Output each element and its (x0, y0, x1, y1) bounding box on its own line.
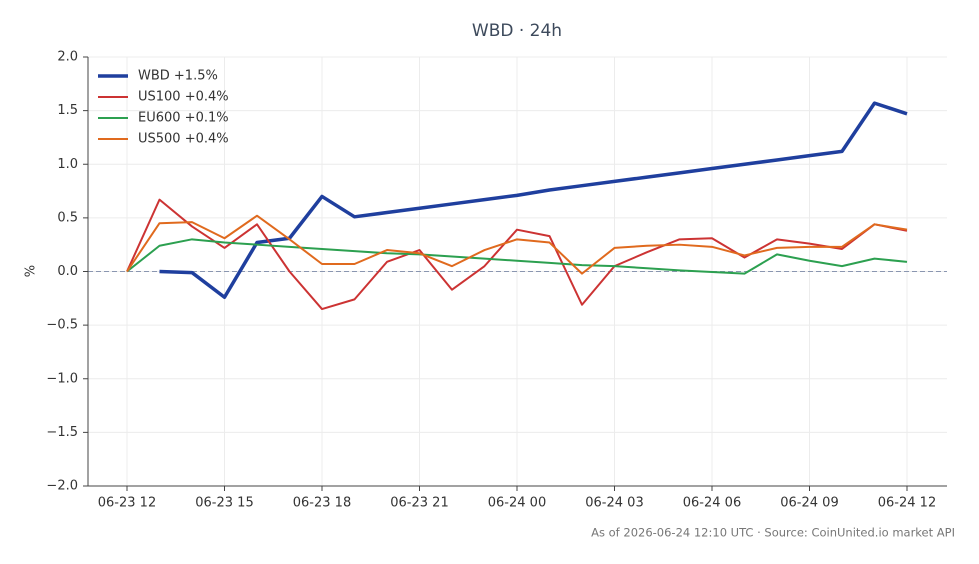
legend-label: US500 +0.4% (138, 132, 229, 147)
y-tick-label: 0.5 (57, 210, 78, 225)
x-tick-label: 06-24 03 (585, 496, 643, 511)
x-tick-label: 06-23 21 (390, 496, 448, 511)
legend-label: US100 +0.4% (138, 90, 229, 105)
x-tick-label: 06-24 09 (780, 496, 838, 511)
legend-label: WBD +1.5% (138, 69, 218, 84)
series-line (126, 198, 908, 311)
series-line (126, 238, 908, 275)
x-tick-label: 06-24 00 (488, 496, 546, 511)
x-tick-label: 06-24 06 (683, 496, 741, 511)
y-tick-label: 2.0 (57, 50, 78, 65)
chart-title: WBD · 24h (472, 21, 562, 41)
y-tick-label: 1.0 (57, 157, 78, 172)
y-tick-label: 0.0 (57, 264, 78, 279)
x-tick-label: 06-23 18 (293, 496, 351, 511)
y-tick-label: 1.5 (57, 103, 78, 118)
x-tick-label: 06-23 12 (98, 496, 156, 511)
x-tick-label: 06-24 12 (878, 496, 936, 511)
series-line (126, 214, 908, 275)
y-tick-label: −1.0 (46, 371, 78, 386)
series-line (159, 101, 908, 299)
x-tick-label: 06-23 15 (195, 496, 253, 511)
y-tick-label: −1.5 (46, 425, 78, 440)
y-axis-label: % (24, 265, 39, 277)
legend-label: EU600 +0.1% (138, 111, 229, 126)
y-tick-label: −2.0 (46, 479, 78, 494)
y-tick-label: −0.5 (46, 318, 78, 333)
footer: As of 2026-06-24 12:10 UTC · Source: Coi… (591, 526, 955, 540)
